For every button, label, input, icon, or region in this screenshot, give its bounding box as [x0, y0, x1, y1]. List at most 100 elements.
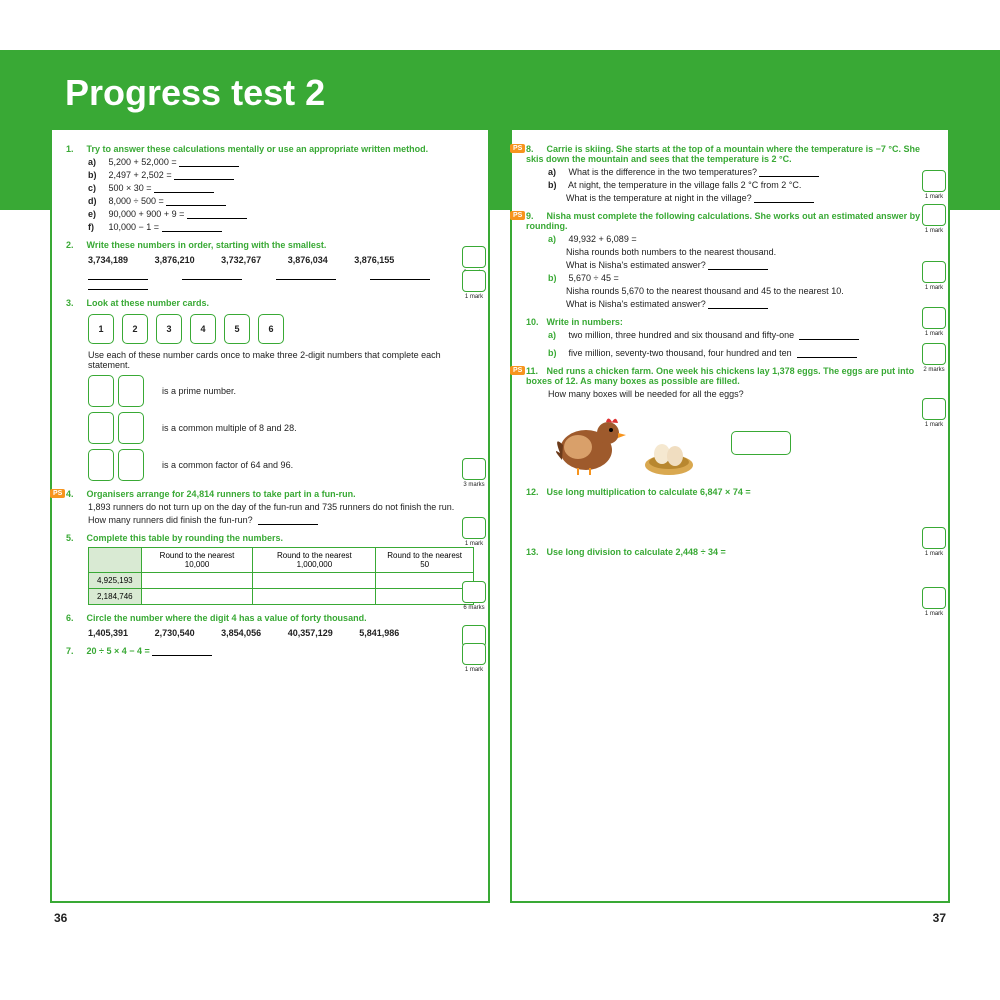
- th3: Round to the nearest 50: [376, 548, 474, 573]
- q6: 6. Circle the number where the digit 4 h…: [66, 613, 474, 638]
- blank[interactable]: [174, 171, 234, 180]
- th1: Round to the nearest 10,000: [141, 548, 253, 573]
- q3s2: is a common multiple of 8 and 28.: [162, 423, 297, 433]
- q11: PS 11. Ned runs a chicken farm. One week…: [526, 366, 934, 475]
- cell[interactable]: [141, 573, 253, 589]
- q4-text: Organisers arrange for 24,814 runners to…: [87, 489, 356, 499]
- rounding-table: Round to the nearest 10,000Round to the …: [88, 547, 474, 605]
- blank[interactable]: [187, 210, 247, 219]
- q10a: two million, three hundred and six thous…: [569, 330, 795, 340]
- blank[interactable]: [162, 223, 222, 232]
- q2n2: 3,876,210: [155, 255, 195, 265]
- cell[interactable]: [141, 589, 253, 605]
- mark-box[interactable]: [922, 261, 946, 283]
- q6n3: 3,854,056: [221, 628, 261, 638]
- mark-box[interactable]: [462, 270, 486, 292]
- blank[interactable]: [154, 184, 214, 193]
- blank[interactable]: [370, 271, 430, 280]
- mark-box[interactable]: [462, 581, 486, 603]
- q8b2: What is the temperature at night in the …: [566, 193, 752, 203]
- mark-box[interactable]: [462, 643, 486, 665]
- mark-box[interactable]: [462, 458, 486, 480]
- q1c: 500 × 30 =: [109, 183, 152, 193]
- blank[interactable]: [179, 158, 239, 167]
- mark-label: 3 marks: [462, 482, 486, 488]
- answer-box[interactable]: [731, 431, 791, 455]
- q9: PS 9. Nisha must complete the following …: [526, 211, 934, 309]
- blank[interactable]: [754, 194, 814, 203]
- mark-box[interactable]: [922, 343, 946, 365]
- mark-box[interactable]: [922, 587, 946, 609]
- q2n5: 3,876,155: [354, 255, 394, 265]
- th2: Round to the nearest 1,000,000: [253, 548, 376, 573]
- q9b2: Nisha rounds 5,670 to the nearest thousa…: [548, 286, 934, 296]
- q12: 12. Use long multiplication to calculate…: [526, 487, 934, 497]
- blank[interactable]: [152, 647, 212, 656]
- card-5: 5: [224, 314, 250, 344]
- blank[interactable]: [258, 516, 318, 525]
- q8a: What is the difference in the two temper…: [569, 167, 757, 177]
- cell[interactable]: [253, 573, 376, 589]
- q3-instr: Use each of these number cards once to m…: [66, 350, 474, 370]
- q13-text: Use long division to calculate 2,448 ÷ 3…: [547, 547, 726, 557]
- q9-text: Nisha must complete the following calcul…: [526, 211, 920, 231]
- mark-box[interactable]: [922, 527, 946, 549]
- q3s1: is a prime number.: [162, 386, 236, 396]
- q2n4: 3,876,034: [288, 255, 328, 265]
- q3s3: is a common factor of 64 and 96.: [162, 460, 293, 470]
- card-blank[interactable]: [88, 375, 114, 407]
- card-2: 2: [122, 314, 148, 344]
- cell[interactable]: [376, 589, 474, 605]
- mark-label: 1 mark: [922, 285, 946, 291]
- blank[interactable]: [88, 281, 148, 290]
- cell[interactable]: [376, 573, 474, 589]
- ps-badge: PS: [510, 211, 525, 220]
- mark-label: 1 mark: [922, 194, 946, 200]
- card-blank[interactable]: [118, 375, 144, 407]
- q7-text: 20 ÷ 5 × 4 − 4 =: [87, 646, 150, 656]
- card-blank[interactable]: [88, 412, 114, 444]
- blank[interactable]: [182, 271, 242, 280]
- mark-box[interactable]: [922, 398, 946, 420]
- blank[interactable]: [276, 271, 336, 280]
- blank[interactable]: [797, 349, 857, 358]
- q3-text: Look at these number cards.: [87, 298, 210, 308]
- card-blank[interactable]: [88, 449, 114, 481]
- q8-text: Carrie is skiing. She starts at the top …: [526, 144, 920, 164]
- q9a1: 49,932 + 6,089 =: [569, 234, 637, 244]
- cell[interactable]: [253, 589, 376, 605]
- q8b1: At night, the temperature in the village…: [568, 180, 801, 190]
- q9b3: What is Nisha's estimated answer?: [566, 299, 706, 309]
- q9a3: What is Nisha's estimated answer?: [566, 260, 706, 270]
- blank[interactable]: [708, 300, 768, 309]
- page-number-left: 36: [54, 911, 67, 925]
- mark-label: 6 marks: [462, 605, 486, 611]
- blank[interactable]: [799, 331, 859, 340]
- ps-badge: PS: [510, 144, 525, 153]
- pages-container: 1. Try to answer these calculations ment…: [0, 128, 1000, 903]
- card-blank[interactable]: [118, 449, 144, 481]
- q1f: 10,000 − 1 =: [109, 222, 160, 232]
- q2-text: Write these numbers in order, starting w…: [87, 240, 327, 250]
- card-1: 1: [88, 314, 114, 344]
- blank[interactable]: [166, 197, 226, 206]
- q11-text: Ned runs a chicken farm. One week his ch…: [526, 366, 914, 386]
- q6n2: 2,730,540: [155, 628, 195, 638]
- card-blank[interactable]: [118, 412, 144, 444]
- mark-label: 1 mark: [922, 611, 946, 617]
- ps-badge: PS: [50, 489, 65, 498]
- r2: 2,184,746: [89, 589, 142, 605]
- blank[interactable]: [759, 168, 819, 177]
- q9a2: Nisha rounds both numbers to the nearest…: [548, 247, 934, 257]
- blank[interactable]: [88, 271, 148, 280]
- blank[interactable]: [708, 261, 768, 270]
- q1: 1. Try to answer these calculations ment…: [66, 144, 474, 232]
- q2: 2. Write these numbers in order, startin…: [66, 240, 474, 290]
- page-title: Progress test 2: [65, 72, 325, 114]
- mark-box[interactable]: [922, 170, 946, 192]
- q10: 10. Write in numbers: a) two million, th…: [526, 317, 934, 358]
- q5: 5. Complete this table by rounding the n…: [66, 533, 474, 605]
- q12-text: Use long multiplication to calculate 6,8…: [547, 487, 751, 497]
- q10-text: Write in numbers:: [547, 317, 623, 327]
- q13: 13. Use long division to calculate 2,448…: [526, 547, 934, 557]
